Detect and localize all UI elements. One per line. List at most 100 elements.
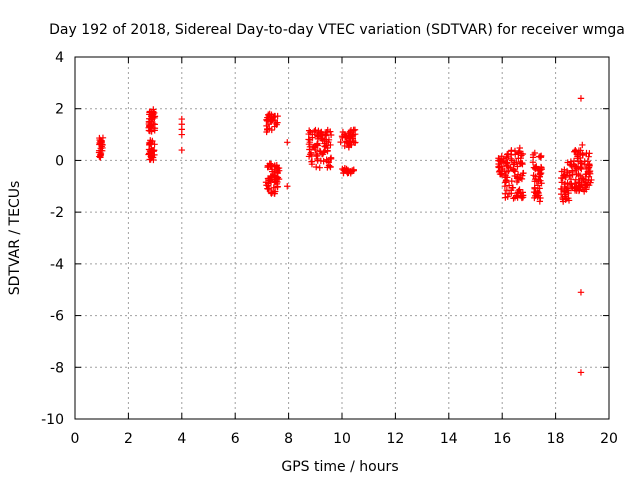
data-point <box>327 163 334 170</box>
data-point <box>339 134 346 142</box>
data-point <box>98 141 105 149</box>
data-point <box>576 182 583 189</box>
data-point <box>561 193 568 200</box>
data-point <box>308 158 315 166</box>
data-point <box>577 369 585 376</box>
data-point <box>327 131 335 139</box>
data-point <box>503 151 511 158</box>
data-point <box>557 185 565 192</box>
data-point <box>265 163 272 171</box>
data-point <box>502 194 509 201</box>
data-point <box>308 143 316 151</box>
data-point <box>577 147 584 154</box>
data-point <box>510 161 517 168</box>
data-point <box>305 136 312 143</box>
data-point <box>536 185 543 192</box>
data-point <box>586 150 593 157</box>
data-point <box>327 154 335 161</box>
data-point <box>327 141 334 149</box>
data-point <box>275 175 283 183</box>
data-point <box>564 159 571 166</box>
data-point <box>266 160 274 167</box>
data-point <box>311 128 318 135</box>
y-tick-label: 0 <box>55 153 64 169</box>
data-point <box>573 187 580 194</box>
x-tick-label: 8 <box>284 431 293 447</box>
data-point <box>321 140 328 147</box>
data-point <box>566 172 573 179</box>
data-point <box>267 173 275 180</box>
data-point <box>307 149 315 156</box>
data-point <box>565 197 573 204</box>
data-point <box>538 166 545 173</box>
data-point <box>498 158 506 165</box>
data-point <box>318 150 326 157</box>
data-point <box>150 106 157 113</box>
data-point <box>146 141 153 148</box>
data-point <box>341 165 349 172</box>
y-tick-label: -2 <box>50 205 64 221</box>
x-tick-label: 0 <box>71 431 80 447</box>
data-point <box>337 138 344 146</box>
data-point <box>584 158 591 165</box>
data-point <box>514 174 522 181</box>
data-point <box>271 190 278 197</box>
data-point <box>502 174 509 181</box>
data-point <box>504 159 511 166</box>
data-point <box>515 155 522 162</box>
data-point <box>574 158 582 165</box>
data-point <box>322 130 329 138</box>
data-point <box>99 134 107 141</box>
data-point <box>570 157 578 165</box>
data-point <box>147 124 154 131</box>
data-point <box>148 145 155 153</box>
data-point <box>496 170 504 178</box>
data-point <box>537 153 544 160</box>
data-point <box>562 173 570 181</box>
x-tick-label: 10 <box>333 431 351 447</box>
data-point <box>345 144 353 151</box>
x-tick-label: 4 <box>177 431 186 447</box>
x-tick-label: 20 <box>600 431 618 447</box>
y-tick-label: -8 <box>50 360 64 376</box>
data-point <box>264 116 271 123</box>
data-point <box>350 166 357 173</box>
data-point <box>147 140 154 147</box>
data-point <box>505 190 513 197</box>
data-point <box>569 171 576 178</box>
data-point <box>505 182 513 189</box>
x-tick-label: 16 <box>493 431 511 447</box>
data-point <box>145 127 153 134</box>
data-point <box>529 159 537 166</box>
data-point <box>517 160 525 167</box>
data-point <box>312 126 319 134</box>
x-tick-label: 18 <box>547 431 565 447</box>
data-point <box>519 170 527 177</box>
data-point <box>346 138 353 146</box>
data-point <box>273 180 281 188</box>
data-point <box>576 154 584 162</box>
data-point <box>511 172 519 180</box>
data-point <box>149 116 156 123</box>
data-point <box>516 186 523 193</box>
data-point <box>534 189 541 197</box>
data-point <box>347 168 354 175</box>
data-point <box>284 139 291 146</box>
data-point <box>508 148 515 155</box>
y-tick-label: -6 <box>50 309 64 325</box>
data-point <box>314 133 322 140</box>
data-point <box>531 149 538 157</box>
data-point <box>311 144 319 152</box>
x-tick-labels: 0 2 4 6 8 10 12 14 16 18 20 <box>71 431 618 447</box>
data-point <box>531 178 538 185</box>
data-point <box>352 139 359 146</box>
data-point <box>178 131 185 138</box>
y-tick-label: 2 <box>55 102 64 118</box>
data-point <box>349 134 356 142</box>
axis-ticks <box>74 56 610 420</box>
data-point <box>263 128 270 136</box>
data-point <box>503 168 511 175</box>
chart-title: Day 192 of 2018, Sidereal Day-to-day VTE… <box>49 22 625 38</box>
data-point <box>537 152 545 160</box>
